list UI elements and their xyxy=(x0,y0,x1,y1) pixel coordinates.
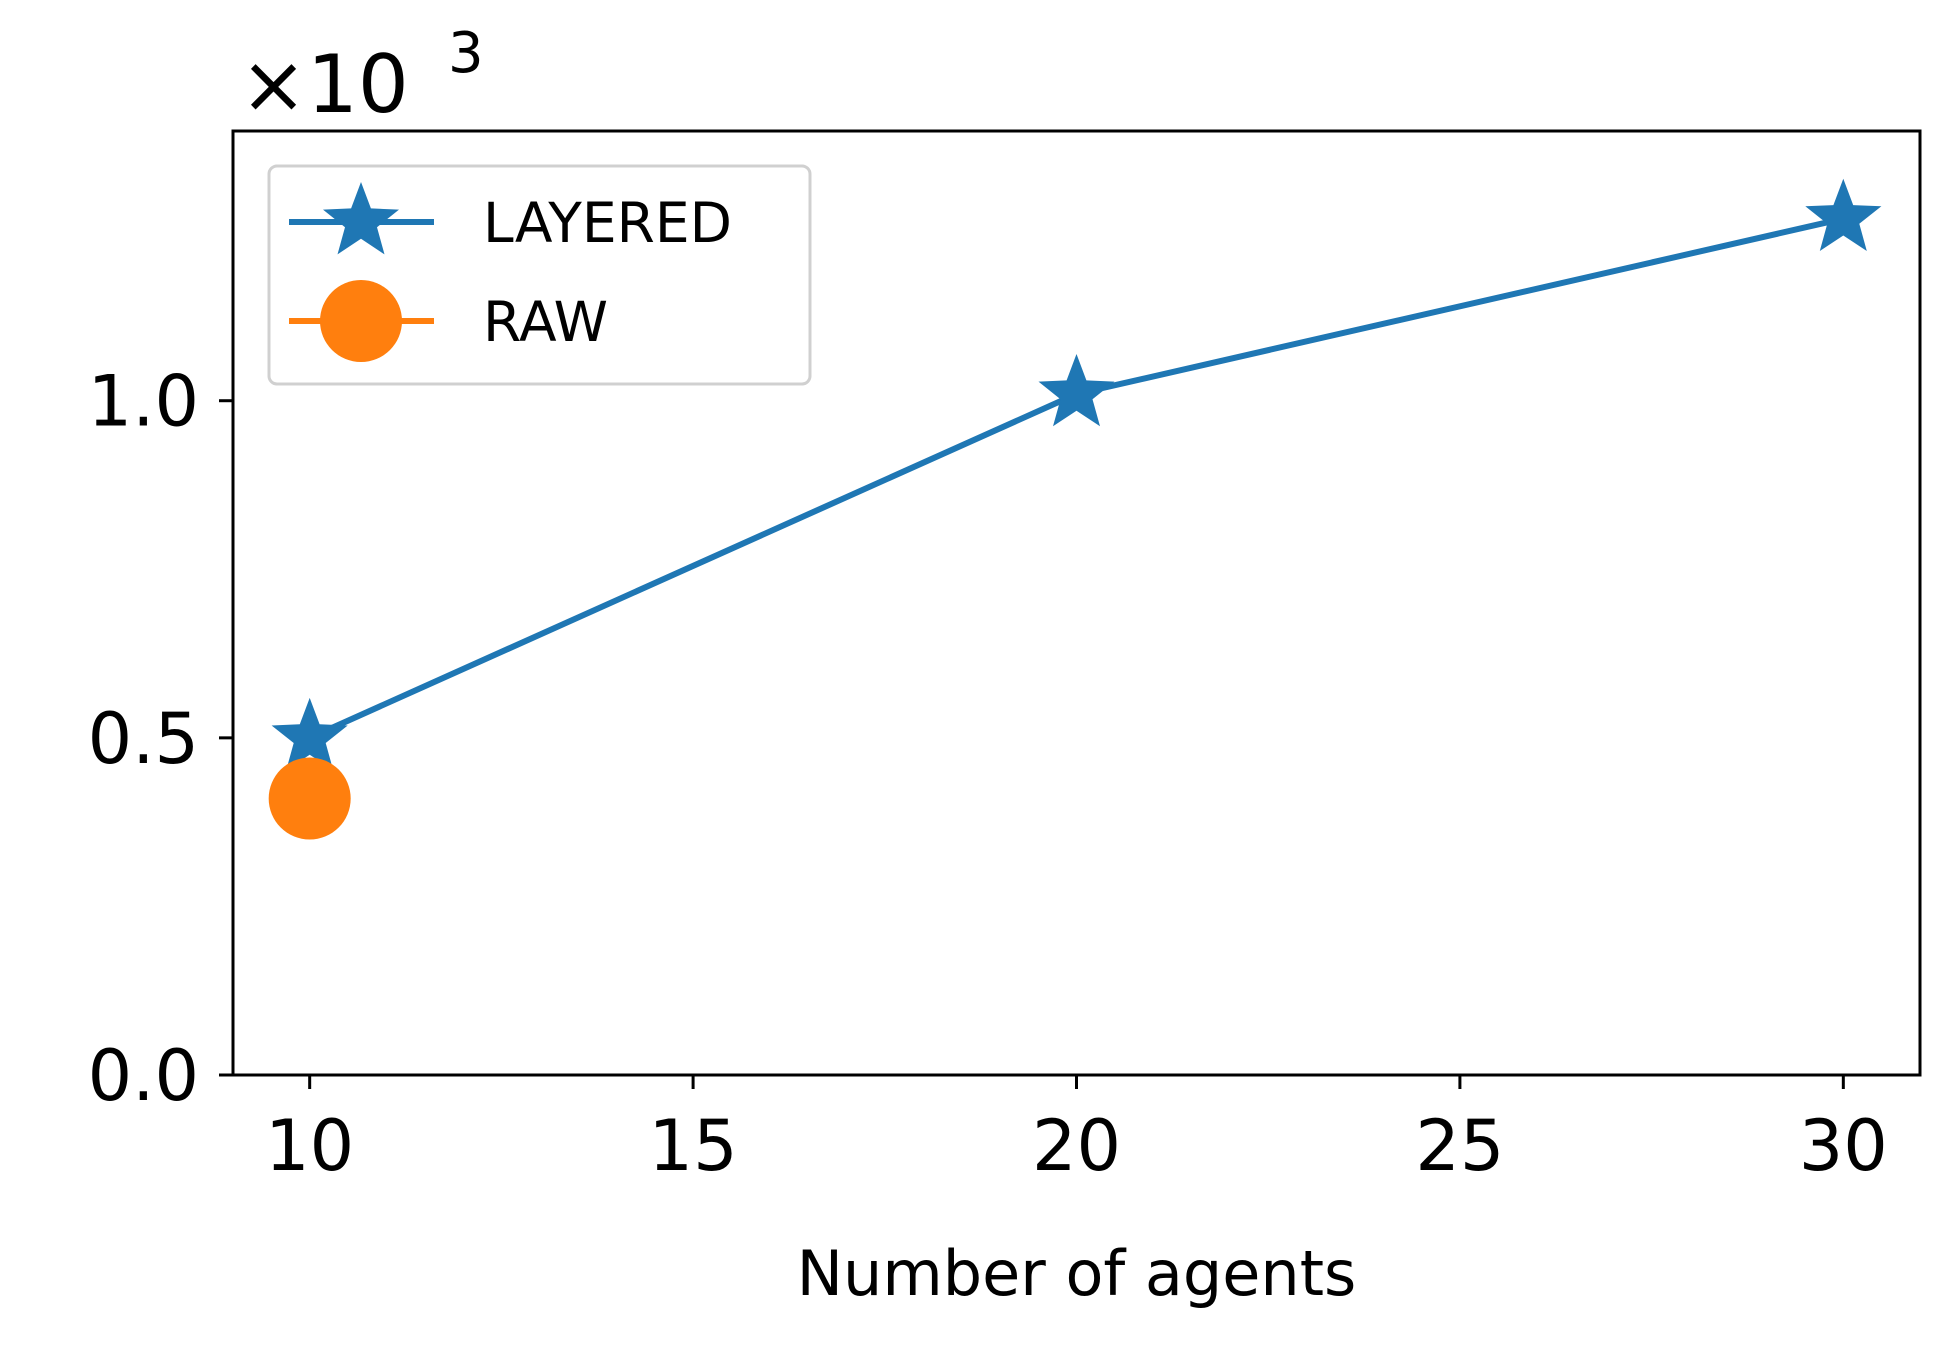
plot-marks xyxy=(268,178,1882,840)
x-tick-label: 25 xyxy=(1415,1105,1504,1187)
data-point-layered xyxy=(1038,354,1115,427)
y-offset-base: ×10 xyxy=(240,38,409,131)
y-tick-label: 1.0 xyxy=(88,361,199,443)
legend-entry-raw: RAW xyxy=(289,280,608,362)
x-axis: 10 15 20 25 30 xyxy=(265,1075,1888,1187)
data-point-raw xyxy=(268,757,351,840)
data-point-layered xyxy=(1805,178,1882,251)
x-tick-label: 10 xyxy=(265,1105,354,1187)
x-tick-label: 15 xyxy=(649,1105,738,1187)
data-point-layered xyxy=(271,697,348,771)
y-axis: 0.0 0.5 1.0 xyxy=(88,361,233,1117)
legend-entry-layered: LAYERED xyxy=(289,182,732,255)
legend-label: RAW xyxy=(483,290,608,354)
legend-label: LAYERED xyxy=(483,191,732,255)
legend-marker xyxy=(323,182,399,255)
x-tick-label: 30 xyxy=(1799,1105,1888,1187)
y-offset-exponent: 3 xyxy=(448,21,484,86)
legend-marker xyxy=(320,280,402,362)
y-offset-multiplier: ×10 3 xyxy=(240,21,484,131)
x-axis-label: Number of agents xyxy=(797,1237,1357,1310)
y-tick-label: 0.5 xyxy=(88,698,199,780)
legend: LAYERED RAW xyxy=(267,164,812,386)
y-tick-label: 0.0 xyxy=(88,1035,199,1117)
x-tick-label: 20 xyxy=(1032,1105,1121,1187)
